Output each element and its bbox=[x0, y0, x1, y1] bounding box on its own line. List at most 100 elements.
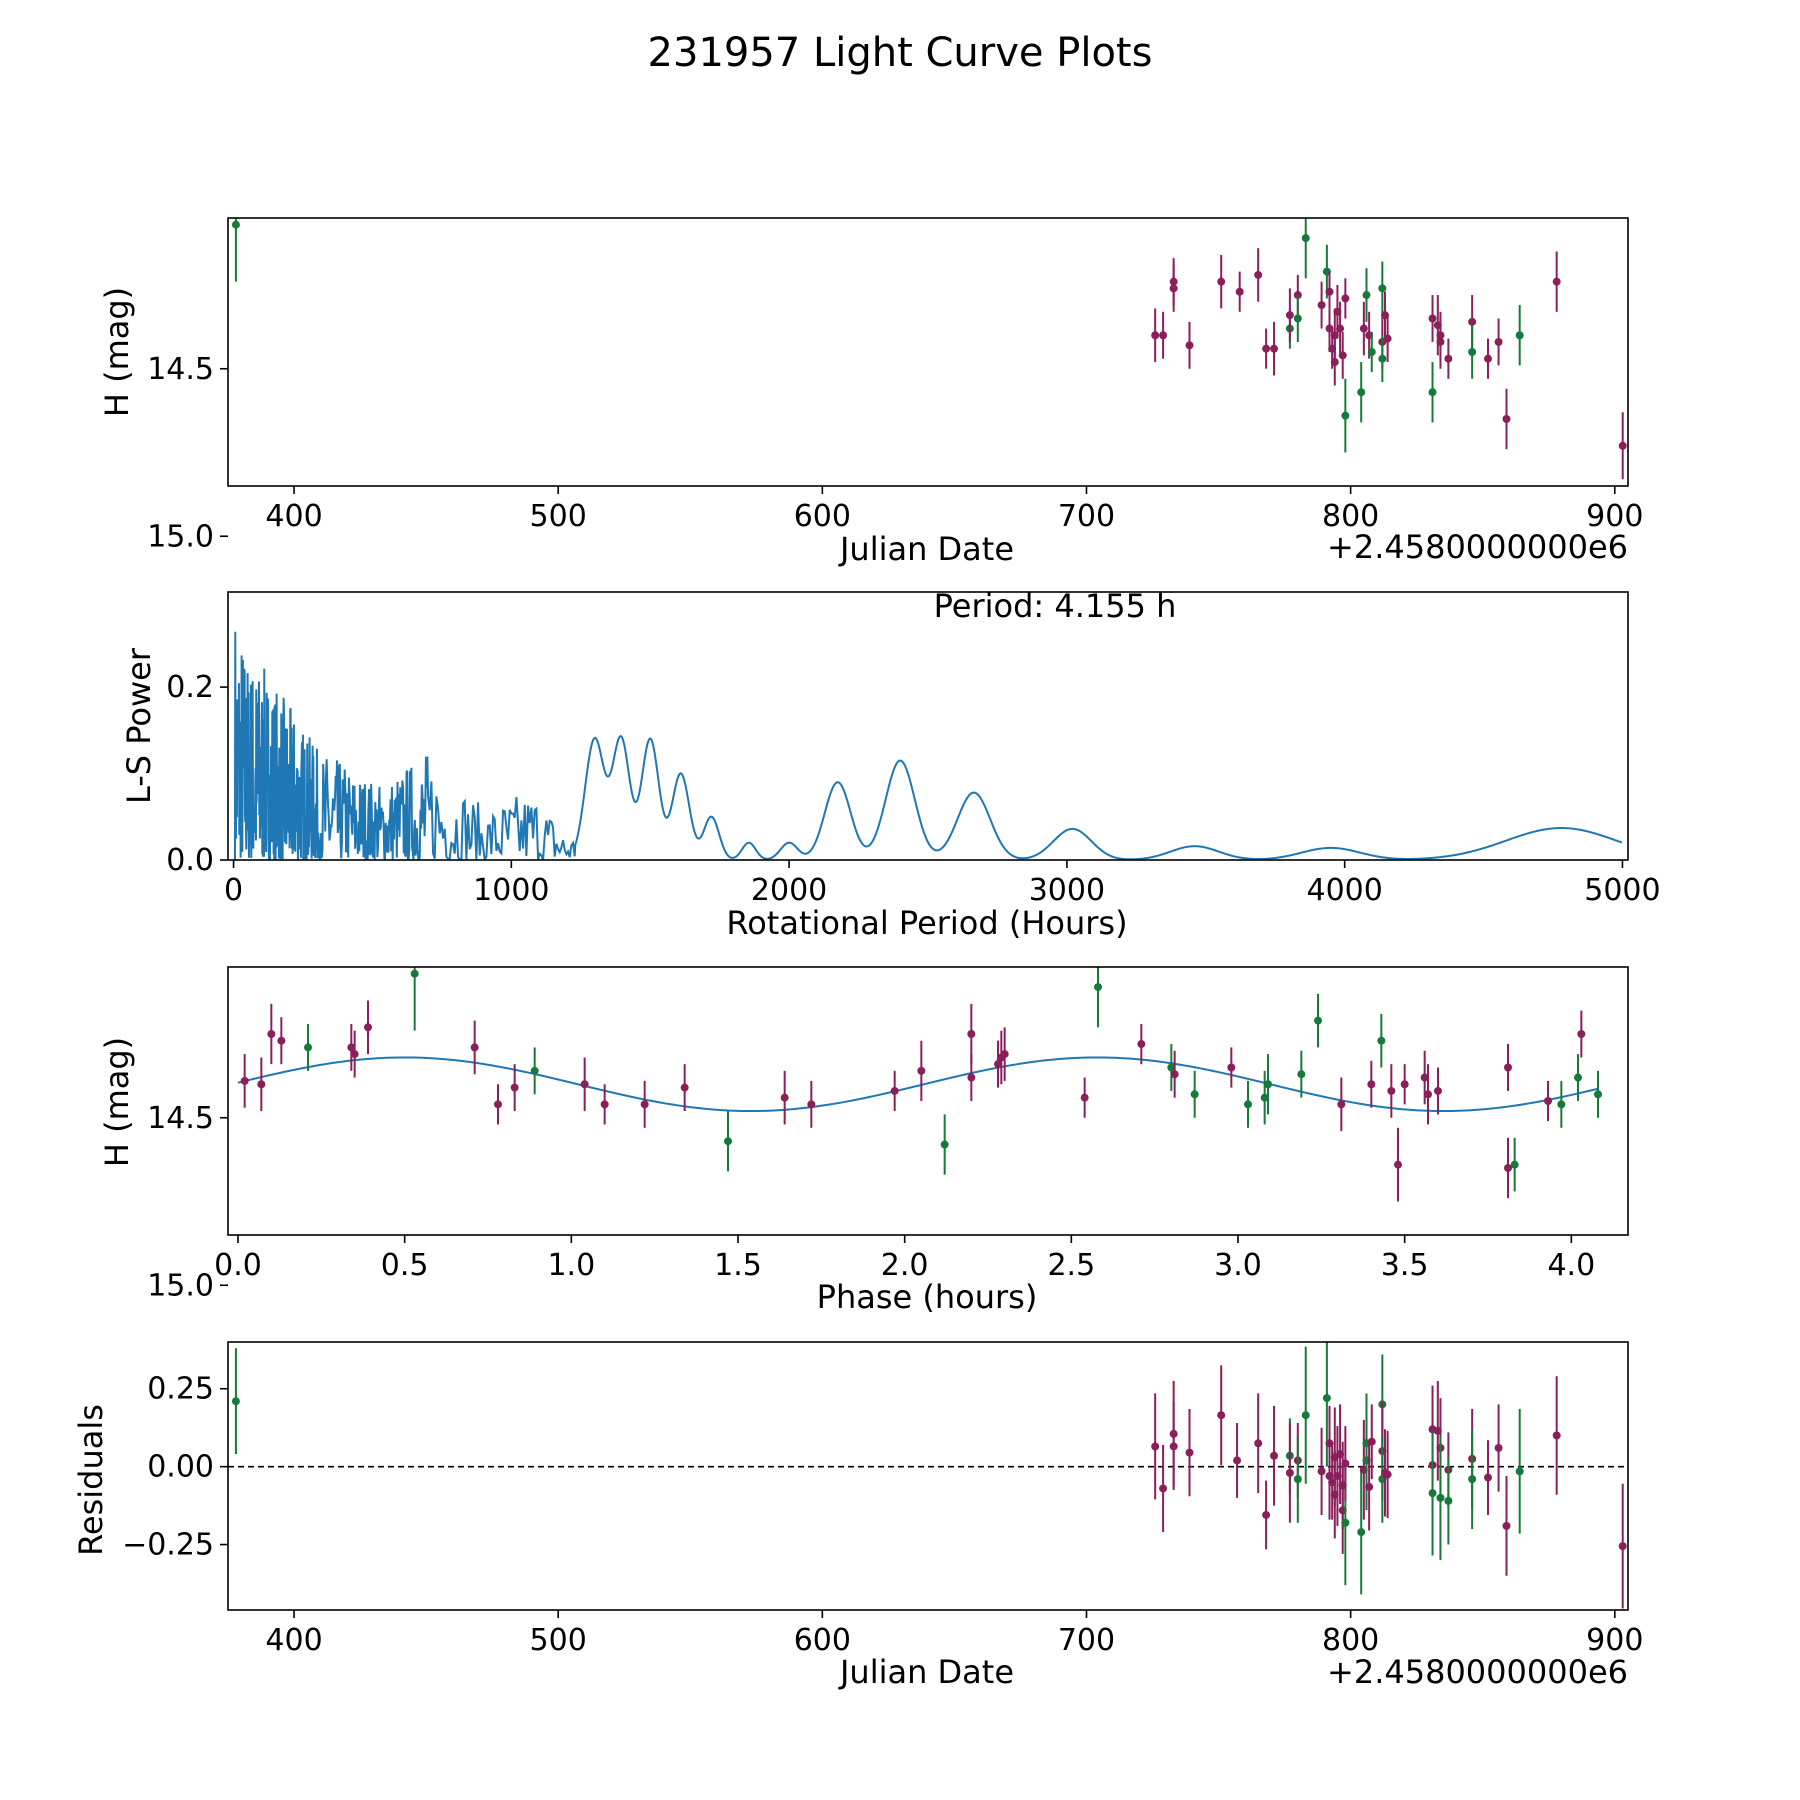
light-curve-data-point bbox=[1515, 331, 1524, 340]
periodogram-ytick-label: 0.2 bbox=[166, 670, 214, 705]
phase-data-point bbox=[917, 1066, 926, 1075]
phase-data-point bbox=[967, 1030, 976, 1038]
residuals-data-point bbox=[1322, 1394, 1331, 1403]
light-curve-data-point bbox=[1357, 388, 1366, 397]
periodogram-frame bbox=[227, 591, 1629, 861]
residuals-data-point bbox=[1151, 1442, 1160, 1451]
light-curve-data-point bbox=[1359, 324, 1368, 333]
phase-data-point bbox=[1387, 1086, 1396, 1095]
phase-data-point bbox=[1190, 1090, 1199, 1099]
phase-data-point bbox=[580, 1080, 589, 1089]
residuals-data-point bbox=[1367, 1437, 1376, 1446]
light-curve-data-point bbox=[1336, 324, 1345, 333]
residuals-data-point bbox=[1494, 1443, 1503, 1452]
phase-data-point bbox=[940, 1140, 949, 1149]
light-curve-data-point bbox=[1317, 301, 1326, 310]
residuals-data-point bbox=[1285, 1468, 1294, 1477]
periodogram-xtick-label: 4000 bbox=[1306, 873, 1382, 908]
phase-xlabel: Phase (hours) bbox=[817, 1278, 1038, 1316]
residuals-data-point bbox=[1341, 1459, 1350, 1468]
phase-data-point bbox=[600, 1100, 609, 1109]
light-curve-xtick-label: 800 bbox=[1322, 499, 1379, 534]
periodogram-xtick-label: 1000 bbox=[473, 873, 549, 908]
residuals-offset-text: +2.4580000000e6 bbox=[1327, 1653, 1628, 1691]
light-curve-data-point bbox=[1378, 284, 1387, 293]
residuals-data-point bbox=[1169, 1442, 1178, 1451]
residuals-data-point bbox=[1341, 1518, 1350, 1527]
phase-data-point bbox=[1434, 1086, 1442, 1095]
phase-data-point bbox=[1337, 1100, 1346, 1109]
phase-xtick-label: 2.5 bbox=[1047, 1248, 1095, 1283]
residuals-data-point bbox=[231, 1397, 240, 1406]
phase-xtick-label: 1.0 bbox=[547, 1248, 595, 1283]
phase-data-point bbox=[1504, 1063, 1512, 1072]
light-curve-xlabel: Julian Date bbox=[838, 530, 1014, 568]
phase-data-point bbox=[277, 1036, 286, 1045]
light-curve-data-point bbox=[1159, 331, 1168, 340]
light-curve-data-point bbox=[1618, 441, 1627, 450]
phase-data-point bbox=[1544, 1097, 1552, 1105]
phase-data-point bbox=[724, 1137, 732, 1146]
phase-data-point bbox=[1424, 1090, 1432, 1099]
light-curve-data-point bbox=[1436, 337, 1445, 346]
light-curve-data-point bbox=[1494, 337, 1503, 346]
phase-xtick-label: 4.0 bbox=[1547, 1248, 1595, 1283]
periodogram-xtick-label: 3000 bbox=[1029, 873, 1105, 908]
phase-data-point bbox=[1394, 1160, 1402, 1169]
light-curve-axes: 400 500 600 700 800 900 15.0 14.5 bbox=[147, 217, 1643, 554]
light-curve-data-point bbox=[1285, 311, 1294, 320]
light-curve-data-point bbox=[1484, 354, 1492, 363]
residuals-xlabel: Julian Date bbox=[838, 1653, 1014, 1691]
periodogram-xlabel: Rotational Period (Hours) bbox=[726, 904, 1127, 942]
light-curve-data-point bbox=[1502, 415, 1511, 423]
residuals-data-point bbox=[1468, 1475, 1477, 1484]
phase-data-point bbox=[1504, 1164, 1512, 1172]
light-curve-data-point bbox=[1383, 334, 1392, 343]
phase-model-curve bbox=[237, 1056, 1599, 1113]
phase-data-point bbox=[780, 1093, 789, 1102]
phase-xtick-label: 3.5 bbox=[1381, 1248, 1429, 1283]
light-curve-data-point bbox=[1444, 354, 1453, 363]
periodogram-axes: 0 1000 2000 3000 4000 5000 0.0 0.2 bbox=[166, 591, 1661, 908]
residuals-ytick-label: 0.25 bbox=[147, 1372, 214, 1407]
residuals-data-point bbox=[1383, 1470, 1392, 1479]
light-curve-xtick-label: 900 bbox=[1586, 499, 1643, 534]
phase-data-point bbox=[410, 969, 419, 978]
phase-xtick-label: 1.5 bbox=[714, 1248, 762, 1283]
residuals-data-point bbox=[1270, 1451, 1279, 1460]
light-curve-data-point bbox=[1428, 314, 1437, 323]
light-curve-offset-text: +2.4580000000e6 bbox=[1327, 528, 1628, 566]
residuals-data-point bbox=[1618, 1542, 1627, 1551]
phase-data-point bbox=[1574, 1073, 1582, 1082]
light-curve-data-point bbox=[1270, 344, 1279, 353]
phase-data-point bbox=[1094, 983, 1102, 992]
light-curve-xtick-label: 600 bbox=[794, 499, 851, 534]
phase-data-point bbox=[1080, 1093, 1089, 1102]
residuals-data-point bbox=[1301, 1411, 1310, 1420]
light-curve-data-point bbox=[1151, 331, 1160, 340]
light-curve-xtick-label: 500 bbox=[530, 499, 587, 534]
phase-data-point bbox=[1167, 1063, 1176, 1072]
phase-data-point bbox=[350, 1050, 359, 1059]
residuals-xtick-label: 400 bbox=[265, 1623, 322, 1658]
residuals-data-point bbox=[1233, 1456, 1242, 1465]
phase-data-point bbox=[1297, 1070, 1306, 1079]
light-curve-data-point bbox=[1552, 277, 1561, 286]
phase-data-point bbox=[304, 1043, 312, 1052]
residuals-ylabel: Residuals bbox=[72, 1404, 110, 1556]
phase-panel: 0.0 0.5 1.0 1.5 2.0 2.5 3.0 3.5 4.0 15.0 14.5 H (m… bbox=[98, 966, 1629, 1316]
light-curve-data-point bbox=[1254, 270, 1263, 279]
phase-data-point bbox=[1244, 1100, 1252, 1109]
phase-data-point bbox=[470, 1043, 479, 1052]
light-curve-ytick-label: 14.5 bbox=[147, 352, 214, 387]
phase-data-point bbox=[530, 1066, 539, 1075]
phase-data-point bbox=[967, 1073, 976, 1082]
residuals-data-point bbox=[1484, 1473, 1492, 1482]
periodogram-ytick-label: 0.0 bbox=[166, 843, 214, 878]
phase-xtick-label: 0.5 bbox=[381, 1248, 429, 1283]
residuals-data-point bbox=[1357, 1528, 1366, 1537]
light-curve-data-point bbox=[1293, 314, 1302, 323]
residuals-frame bbox=[227, 1341, 1629, 1611]
periodogram-panel: 0 1000 2000 3000 4000 5000 0.0 0.2 Period: 4.15… bbox=[120, 587, 1661, 942]
